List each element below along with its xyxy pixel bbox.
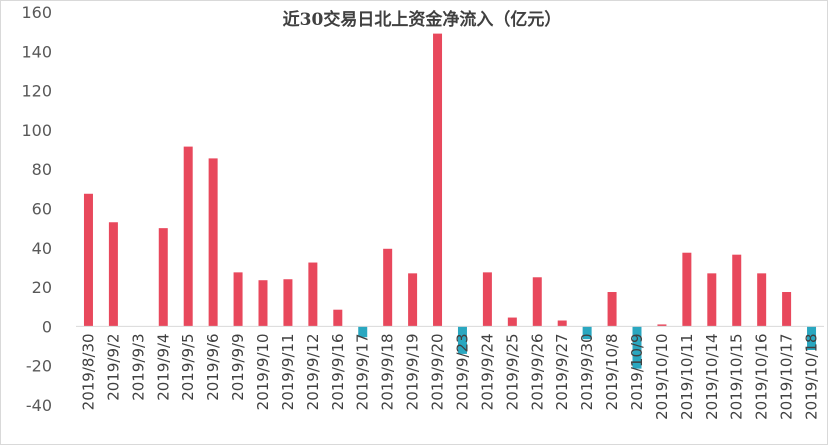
x-tick-label: 2019/9/23 [453, 333, 471, 410]
x-tick-label: 2019/9/6 [204, 333, 222, 400]
x-tick-label: 2019/9/30 [578, 333, 596, 410]
bar [433, 33, 443, 327]
bar [807, 326, 817, 350]
x-tick-label: 2019/9/9 [229, 333, 247, 400]
bar [607, 292, 617, 327]
bar [757, 273, 767, 327]
y-tick-label: 160 [21, 3, 52, 22]
x-tick-label: 2019/9/16 [329, 333, 347, 410]
y-tick-label: 60 [32, 200, 52, 219]
bar [108, 222, 118, 327]
bar [183, 146, 193, 327]
bar [383, 248, 393, 327]
x-tick-label: 2019/10/14 [703, 333, 721, 419]
x-tick-label: 2019/9/18 [379, 333, 397, 410]
x-tick-label: 2019/9/10 [254, 333, 272, 410]
x-tick-label: 2019/9/3 [129, 333, 147, 400]
bar [308, 262, 318, 327]
bar [233, 272, 243, 327]
bar [782, 292, 792, 327]
bar [557, 320, 567, 327]
bar [482, 272, 492, 327]
x-tick-label: 2019/9/12 [304, 333, 322, 410]
bar [632, 326, 642, 369]
chart-title: 近30交易日北上资金净流入（亿元） [283, 9, 562, 30]
x-tick-label: 2019/9/24 [478, 333, 496, 410]
bar [333, 309, 343, 327]
x-tick-label: 2019/10/11 [678, 333, 696, 419]
x-tick-label: 2019/9/11 [279, 333, 297, 410]
bar [682, 252, 692, 327]
x-tick-label: 2019/9/19 [404, 333, 422, 410]
y-tick-label: 80 [32, 160, 52, 179]
x-tick-label: 2019/9/2 [104, 333, 122, 400]
bar [732, 254, 742, 327]
x-tick-label: 2019/9/4 [154, 333, 172, 400]
y-tick-label: 100 [21, 121, 52, 140]
bar [408, 273, 418, 327]
bar [582, 326, 592, 340]
bar [283, 279, 293, 327]
bar [208, 158, 218, 327]
bar [532, 277, 542, 327]
x-tick-label: 2019/9/17 [354, 333, 372, 410]
bar [457, 326, 467, 354]
x-tick-label: 2019/9/26 [528, 333, 546, 410]
bar [657, 324, 667, 327]
bars [83, 33, 817, 369]
x-tick-label: 2019/9/5 [179, 333, 197, 400]
bar [358, 326, 368, 338]
bar [158, 228, 168, 327]
x-tick-label: 2019/10/18 [803, 333, 821, 419]
y-tick-label: -40 [26, 396, 52, 415]
bar [83, 193, 93, 327]
x-tick-label: 2019/10/8 [603, 333, 621, 410]
y-tick-label: 20 [32, 278, 52, 297]
y-tick-label: 40 [32, 239, 52, 258]
bar [707, 273, 717, 327]
bar [258, 280, 268, 327]
y-tick-label: -20 [26, 357, 52, 376]
x-tick-label: 2019/10/10 [653, 333, 671, 419]
x-tick-label: 2019/9/25 [503, 333, 521, 410]
x-tick-label: 2019/10/15 [728, 333, 746, 419]
y-tick-label: 140 [21, 42, 52, 61]
x-tick-label: 2019/9/27 [553, 333, 571, 410]
bar [507, 317, 517, 327]
x-tick-label: 2019/9/20 [429, 333, 447, 410]
x-axis: 2019/8/30 2019/9/2 2019/9/3 2019/9/4 2019/9/… [79, 333, 820, 419]
y-tick-label: 0 [42, 317, 52, 336]
x-tick-label: 2019/10/9 [628, 333, 646, 410]
x-tick-label: 2019/10/16 [753, 333, 771, 419]
x-tick-label: 2019/10/17 [778, 333, 796, 419]
y-axis: -40 -20 0 20 40 60 80 100 120 140 160 [21, 3, 52, 415]
y-tick-label: 120 [21, 82, 52, 101]
x-tick-label: 2019/8/30 [79, 333, 97, 410]
